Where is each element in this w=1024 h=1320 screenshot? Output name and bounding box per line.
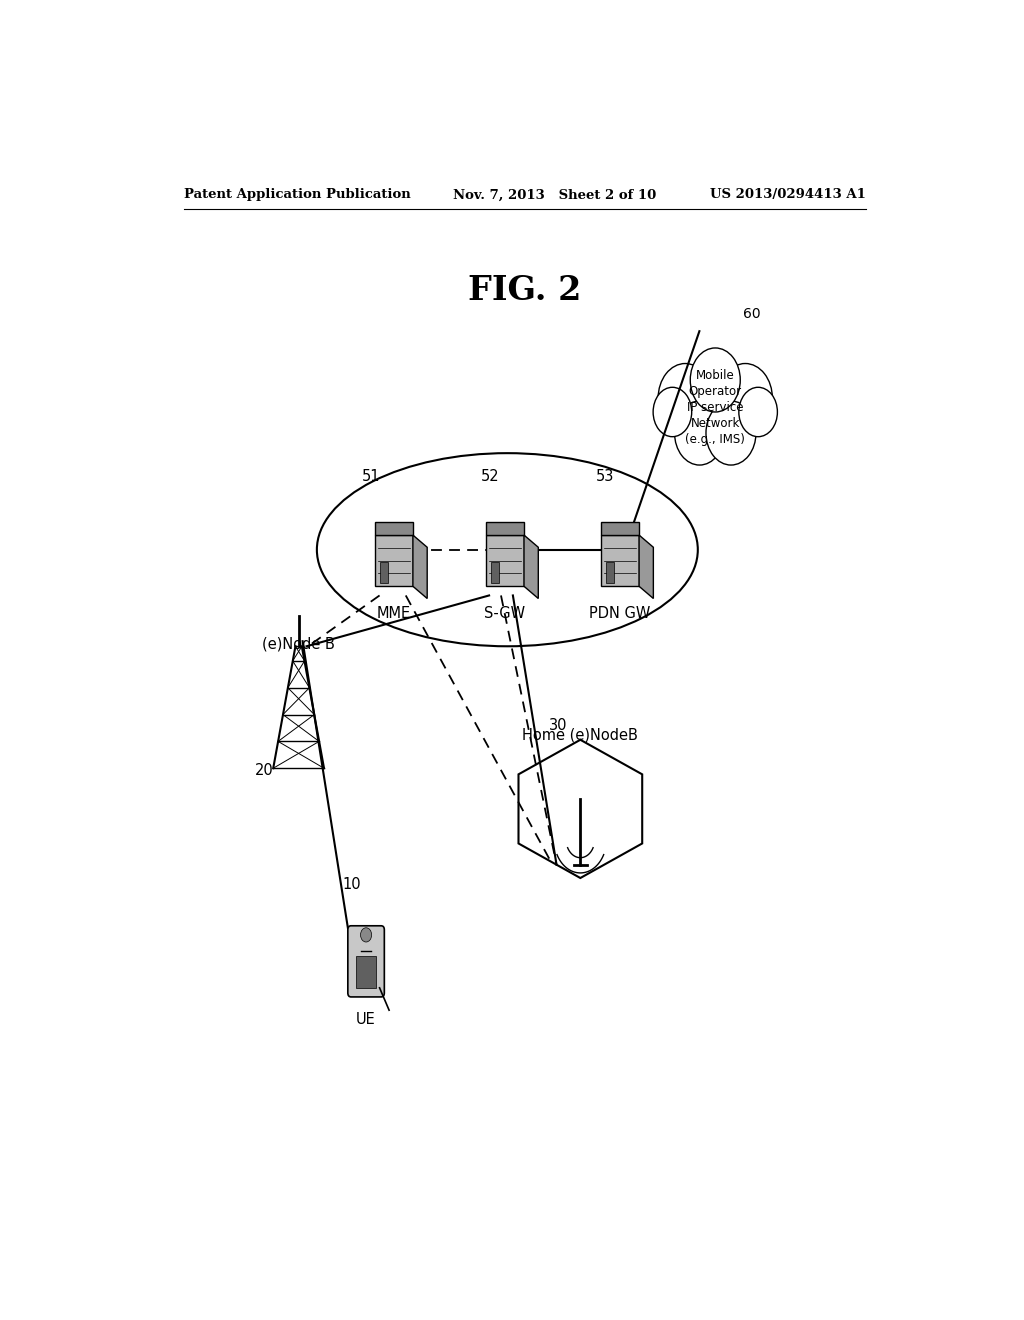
Circle shape	[718, 363, 772, 433]
Text: 10: 10	[342, 878, 360, 892]
Text: 52: 52	[481, 469, 500, 483]
Circle shape	[360, 928, 372, 942]
Bar	[606, 562, 613, 582]
Bar	[601, 535, 639, 586]
Text: Home (e)NodeB: Home (e)NodeB	[522, 727, 638, 743]
Bar	[601, 521, 639, 535]
Text: Patent Application Publication: Patent Application Publication	[183, 189, 411, 202]
Bar	[486, 521, 524, 535]
Bar	[490, 562, 499, 582]
Circle shape	[653, 387, 691, 437]
Text: Nov. 7, 2013   Sheet 2 of 10: Nov. 7, 2013 Sheet 2 of 10	[454, 189, 656, 202]
Circle shape	[739, 387, 777, 437]
Text: (e)Node B: (e)Node B	[262, 636, 335, 651]
Text: S-GW: S-GW	[484, 606, 525, 620]
Bar	[486, 535, 524, 586]
Circle shape	[706, 401, 756, 465]
Text: 60: 60	[743, 308, 761, 321]
Text: PDN GW: PDN GW	[590, 606, 650, 620]
Polygon shape	[413, 535, 427, 598]
Circle shape	[658, 363, 713, 433]
Polygon shape	[524, 535, 539, 598]
Bar	[355, 956, 377, 987]
Circle shape	[680, 362, 751, 453]
Text: US 2013/0294413 A1: US 2013/0294413 A1	[711, 189, 866, 202]
Bar	[380, 562, 387, 582]
Bar	[375, 521, 413, 535]
Text: Mobile
Operator
IP service
Network
(e.g., IMS): Mobile Operator IP service Network (e.g.…	[685, 368, 745, 446]
Polygon shape	[639, 535, 653, 598]
Text: 51: 51	[362, 469, 381, 483]
Circle shape	[675, 401, 725, 465]
Text: 53: 53	[596, 469, 614, 483]
Text: 20: 20	[255, 763, 273, 779]
FancyBboxPatch shape	[348, 925, 384, 997]
Text: 30: 30	[549, 718, 567, 733]
Bar	[375, 535, 413, 586]
Text: FIG. 2: FIG. 2	[468, 275, 582, 308]
Text: MME: MME	[377, 606, 411, 620]
Text: UE: UE	[356, 1012, 376, 1027]
Circle shape	[690, 348, 740, 412]
